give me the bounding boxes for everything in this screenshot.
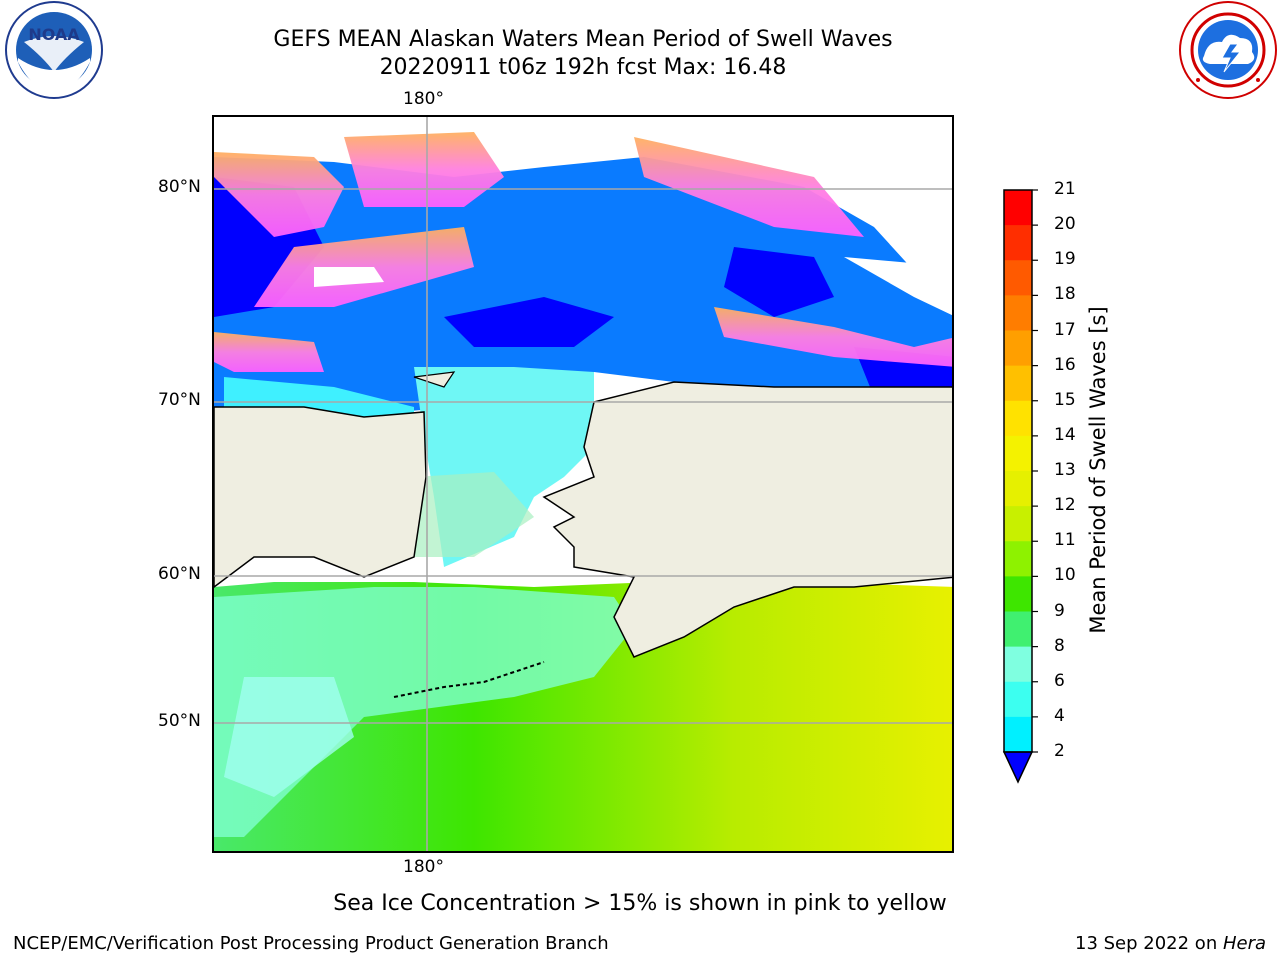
colorbar-tick-label: 10 [1054,565,1076,586]
graticule [214,117,952,851]
colorbar-extend [1002,751,1034,784]
colorbar-band [1004,681,1032,718]
colorbar-band [1004,435,1032,472]
colorbar [1002,189,1038,784]
noaa-logo: NOAA [5,1,103,99]
sea-ice-band [214,332,324,372]
lon-label-bottom: 180° [403,857,444,877]
sea-ice-caption: Sea Ice Concentration > 15% is shown in … [333,891,947,916]
colorbar-band [1004,471,1032,507]
footer-machine: Hera [1222,933,1266,954]
colorbar-band [1004,576,1032,612]
colorbar-tick-label: 21 [1054,179,1076,199]
colorbar-tick-label: 13 [1054,460,1076,480]
lat-label-50n: 50°N [158,711,201,731]
sea-ice-band [714,307,952,367]
map-subtitle: 20220911 t06z 192h fcst Max: 16.48 [379,55,787,80]
colorbar-band [1004,365,1032,402]
footer-date: 13 Sep 2022 on Hera [1075,933,1266,954]
colorbar-band [1004,541,1032,577]
colorbar-band [1004,225,1032,261]
colorbar-band [1004,716,1032,753]
map-title: GEFS MEAN Alaskan Waters Mean Period of … [273,27,893,52]
colorbar-tick-label: 17 [1054,319,1076,340]
colorbar-tick-label: 18 [1054,284,1076,305]
footer-date-text: 13 Sep 2022 on [1075,933,1223,954]
colorbar-tick-label: 4 [1054,705,1065,726]
colorbar-band [1004,611,1032,648]
bering-sea-cyan [214,587,634,837]
sea-ice-band [634,137,864,237]
colorbar-tick-label: 19 [1054,249,1076,270]
colorbar-band [1004,506,1032,542]
lon-label-top: 180° [403,89,444,109]
aleutian-islands [393,661,545,698]
colorbar-band [1004,295,1032,331]
colorbar-band [1004,400,1032,437]
wrangel-island [413,371,456,388]
colorbar-tick-label: 9 [1054,600,1065,621]
lat-label-60n: 60°N [158,564,201,584]
lat-label-70n: 70°N [158,390,201,410]
deep-blue-region [724,247,834,317]
colorbar-tick-label: 6 [1054,670,1065,691]
colorbar-tick-label: 11 [1054,530,1076,551]
colorbar-band [1004,646,1032,683]
colorbar-tick-label: 8 [1054,635,1065,656]
alaska-land [542,381,952,658]
colorbar-label: Mean Period of Swell Waves [s] [1086,306,1110,634]
noaa-logo-text: NOAA [28,25,80,44]
footer-producer: NCEP/EMC/Verification Post Processing Pr… [13,933,609,954]
colorbar-tick-label: 14 [1054,424,1076,445]
map-panel [212,115,954,853]
deep-blue-region [444,297,614,347]
colorbar-tick-label: 12 [1054,495,1076,516]
sea-ice-band [214,152,344,237]
colorbar-tick-label: 2 [1054,741,1065,761]
colorbar-tick-label: 20 [1054,214,1076,235]
colorbar-tick-label: 16 [1054,354,1076,375]
nws-logo [1179,1,1277,99]
siberia-land [214,406,427,588]
lat-label-80n: 80°N [158,177,201,197]
colorbar-band [1004,330,1032,367]
colorbar-band [1004,260,1032,296]
swell-period-map [214,117,952,851]
colorbar-tick-label: 15 [1054,389,1076,410]
colorbar-band [1004,190,1032,226]
